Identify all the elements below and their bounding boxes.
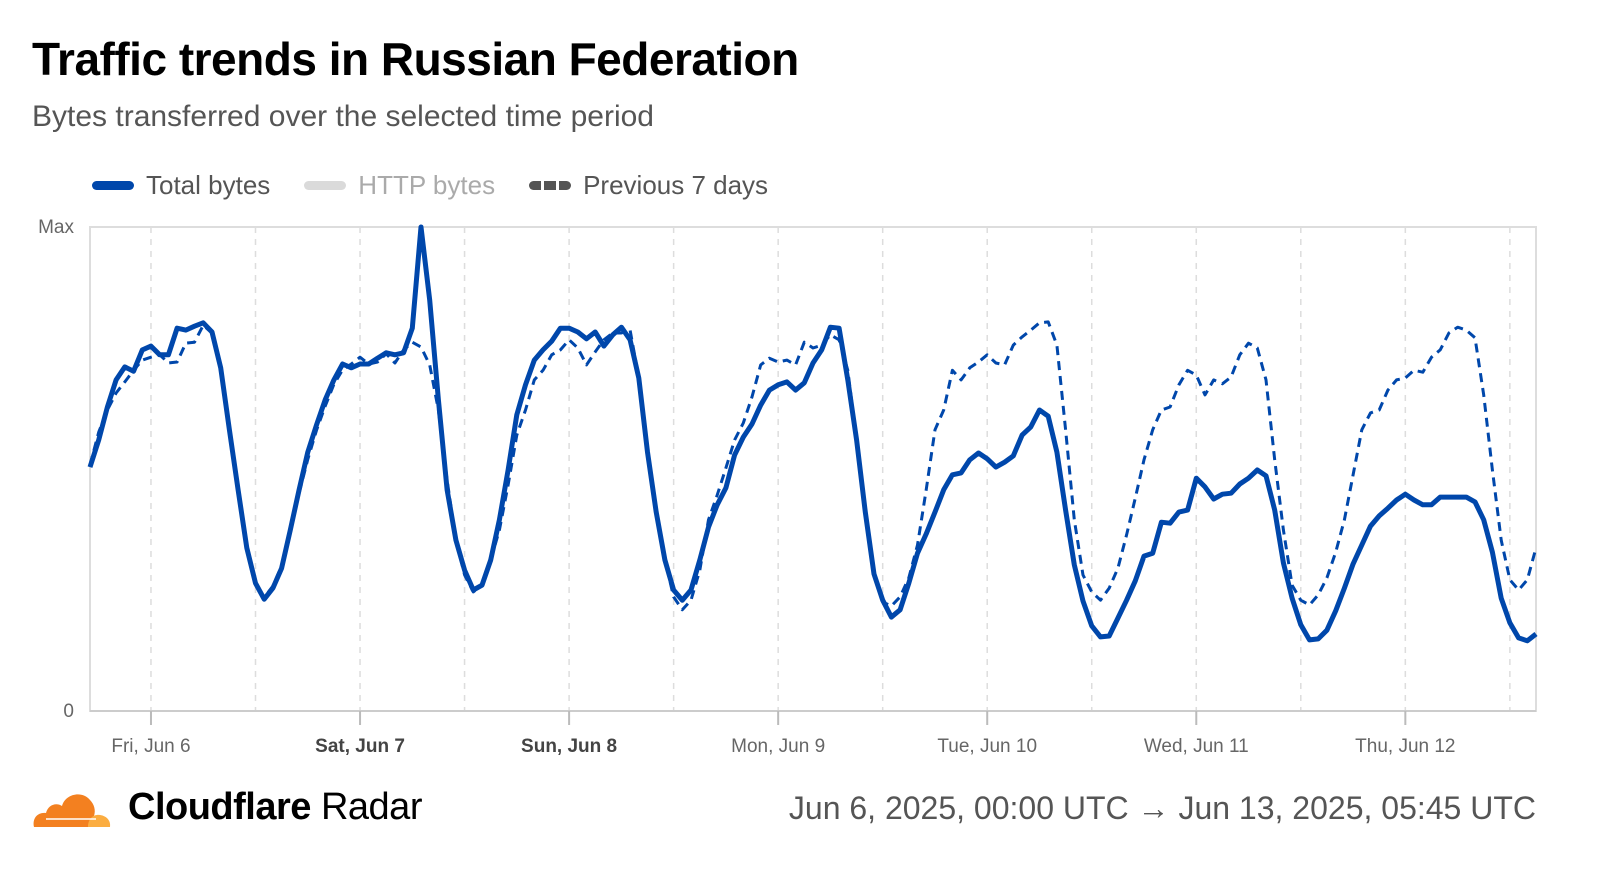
legend-label: HTTP bytes bbox=[358, 170, 496, 200]
x-tick-label: Fri, Jun 6 bbox=[111, 736, 190, 757]
y-tick-label: Max bbox=[38, 217, 74, 238]
solid-line-swatch-icon bbox=[92, 181, 134, 190]
cloudflare-cloud-icon bbox=[33, 793, 111, 827]
x-tick-label: Mon, Jun 9 bbox=[731, 736, 825, 757]
cloudflare-radar-logo: Cloudflare Radar bbox=[30, 786, 422, 829]
traffic-line-chart: 0 Max Fri, Jun 6 Sat, Jun 7 Sun, Jun 8 Mon, J… bbox=[38, 217, 1538, 757]
legend-item-previous-7-days[interactable]: Previous 7 days bbox=[529, 170, 768, 201]
y-tick-label: 0 bbox=[63, 701, 74, 722]
x-tick-label: Tue, Jun 10 bbox=[937, 736, 1037, 757]
legend-item-total-bytes[interactable]: Total bytes bbox=[92, 170, 270, 201]
brand-name: Cloudflare bbox=[128, 786, 311, 828]
brand-product: Radar bbox=[320, 786, 423, 828]
date-range: Jun 6, 2025, 00:00 UTC → Jun 13, 2025, 0… bbox=[788, 790, 1536, 826]
dashed-line-swatch-icon bbox=[529, 181, 572, 190]
legend-label: Previous 7 days bbox=[583, 170, 769, 200]
x-tick-label: Sat, Jun 7 bbox=[315, 736, 405, 757]
page-title: Traffic trends in Russian Federation bbox=[32, 33, 799, 85]
legend-item-http-bytes[interactable]: HTTP bytes bbox=[304, 170, 495, 201]
x-tick-label: Sun, Jun 8 bbox=[521, 736, 617, 757]
x-tick-label: Thu, Jun 12 bbox=[1355, 736, 1455, 757]
solid-line-swatch-icon bbox=[304, 181, 347, 190]
x-tick-label: Wed, Jun 11 bbox=[1144, 736, 1249, 757]
page-subtitle: Bytes transferred over the selected time… bbox=[32, 100, 654, 133]
legend-label: Total bytes bbox=[146, 170, 271, 200]
series-line-total-bytes bbox=[87, 224, 1538, 644]
chart-legend: Total bytes HTTP bytes Previous 7 days bbox=[92, 170, 802, 201]
